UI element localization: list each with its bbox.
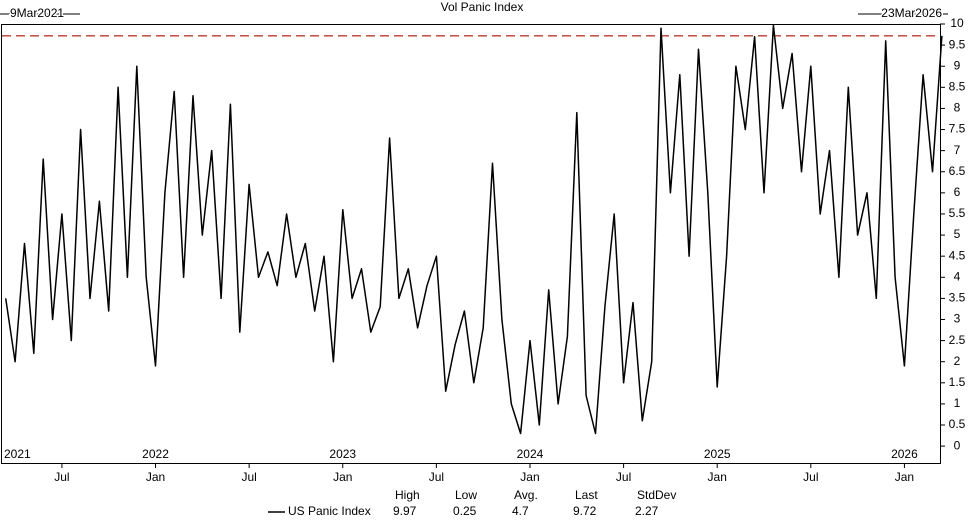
chart-title: Vol Panic Index (441, 0, 524, 14)
y-tick-label: 5.5 (949, 206, 966, 220)
plot-frame (1, 24, 941, 464)
y-tick-label: 6 (954, 185, 961, 199)
y-tick-label: 0 (954, 438, 961, 452)
stat-header: Low (455, 488, 477, 502)
year-label: 2025 (704, 447, 731, 461)
stat-header: High (395, 488, 420, 502)
x-tick-label: Jul (429, 470, 444, 484)
year-label: 2026 (891, 447, 918, 461)
y-tick-label: 1 (954, 396, 961, 410)
y-tick-label: 6.5 (949, 164, 966, 178)
start-date: 9Mar2021 (10, 6, 64, 20)
y-tick-label: 9 (954, 58, 961, 72)
year-label: 2022 (142, 447, 169, 461)
y-tick-label: 2 (954, 354, 961, 368)
x-tick-label: Jan (708, 470, 727, 484)
y-tick-label: 7.5 (949, 122, 966, 136)
stat-value: 2.27 (635, 504, 659, 518)
end-date: 23Mar2026 (881, 6, 942, 20)
stat-value: 9.97 (393, 504, 417, 518)
x-tick-label: Jul (241, 470, 256, 484)
y-tick-label: 2.5 (949, 333, 966, 347)
x-tick-label: Jul (54, 470, 69, 484)
x-tick-label: Jan (895, 470, 914, 484)
stat-value: 9.72 (573, 504, 597, 518)
y-tick-label: 5 (954, 227, 961, 241)
x-tick-label: Jan (520, 470, 539, 484)
x-tick-label: Jul (803, 470, 818, 484)
legend-label: US Panic Index (288, 504, 371, 518)
y-tick-label: 3 (954, 312, 961, 326)
data-line (4, 24, 943, 435)
stat-value: 4.7 (512, 504, 529, 518)
stat-header: StdDev (637, 488, 676, 502)
x-tick-label: Jan (333, 470, 352, 484)
y-tick-label: 0.5 (949, 417, 966, 431)
y-tick-label: 7 (954, 143, 961, 157)
y-tick-label: 4 (954, 269, 961, 283)
x-tick-label: Jan (146, 470, 165, 484)
y-tick-label: 8 (954, 101, 961, 115)
y-tick-label: 1.5 (949, 375, 966, 389)
year-label: 2024 (517, 447, 544, 461)
year-label: 2023 (329, 447, 356, 461)
y-tick-label: 10 (950, 16, 964, 30)
y-tick-label: 4.5 (949, 248, 966, 262)
y-tick-label: 3.5 (949, 291, 966, 305)
year-label: 2021 (4, 447, 31, 461)
x-tick-label: Jul (616, 470, 631, 484)
stat-header: Avg. (514, 488, 538, 502)
stat-header: Last (575, 488, 598, 502)
stat-value: 0.25 (453, 504, 477, 518)
y-tick-label: 8.5 (949, 79, 966, 93)
y-tick-label: 9.5 (949, 37, 966, 51)
